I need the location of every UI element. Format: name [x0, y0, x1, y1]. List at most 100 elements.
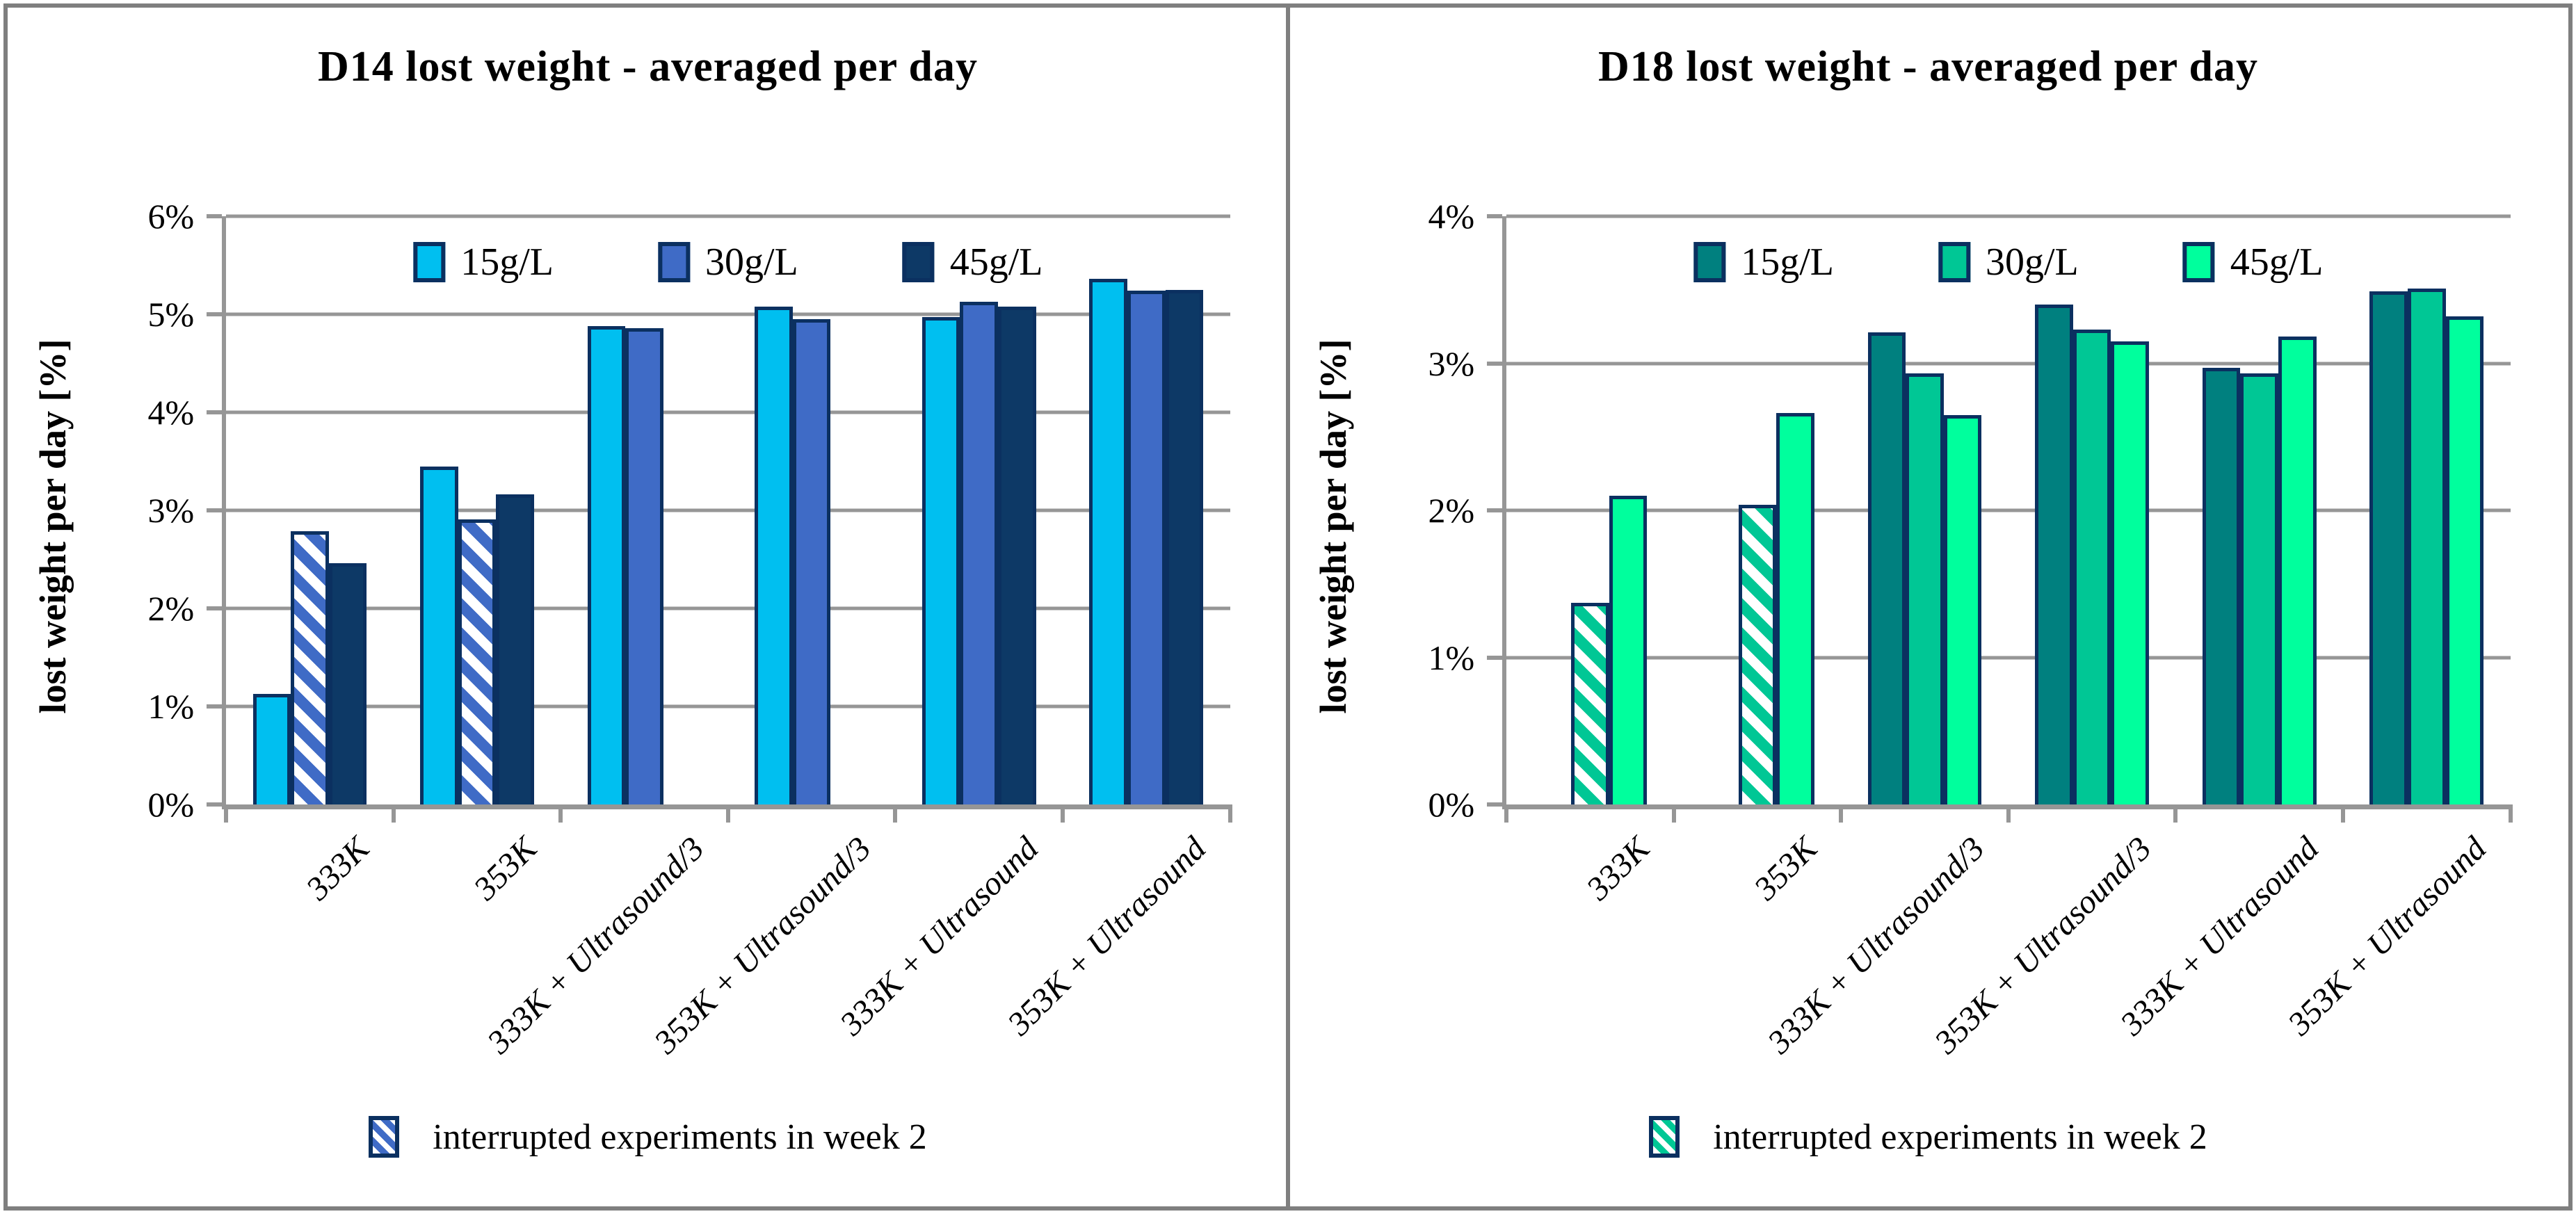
category-label: 333K — [299, 829, 377, 907]
category-label: 353K — [1746, 829, 1824, 907]
bar-slot — [252, 216, 291, 804]
gridline — [226, 606, 1230, 610]
bar-slot — [496, 216, 534, 804]
y-tick-label: 2% — [1428, 491, 1475, 530]
figure-frame: D14 lost weight - averaged per day lost … — [3, 3, 2573, 1211]
bar — [587, 325, 626, 804]
hatch-note-text: interrupted experiments in week 2 — [433, 1117, 927, 1157]
bar — [2111, 341, 2150, 804]
bar — [960, 301, 998, 804]
legend-swatch-icon — [1938, 242, 1970, 282]
bar — [1943, 414, 1982, 804]
bar — [420, 466, 458, 804]
y-tick-label: 3% — [1428, 343, 1475, 383]
category-group: 353K + Ultrasound/3 — [1928, 216, 2176, 1061]
bar — [998, 306, 1036, 804]
legend-item: 45g/L — [2182, 240, 2323, 284]
gridline — [226, 704, 1230, 709]
hatch-note: interrupted experiments in week 2 — [8, 1116, 1288, 1158]
y-tick-mark — [1487, 655, 1503, 660]
x-tick-mark — [893, 804, 898, 823]
x-tick-mark — [1227, 804, 1232, 823]
bar-groups: 333K 353K 333K + Ultrasound/3 353K + Ultras… — [1506, 216, 2510, 1061]
category-group: 333K + Ultrasound/3 — [1761, 216, 2009, 1061]
bar-slot — [587, 216, 626, 804]
x-tick-mark — [1504, 804, 1509, 823]
bar-slot — [1571, 216, 1609, 804]
y-tick-mark — [207, 802, 223, 807]
legend-label: 30g/L — [705, 241, 798, 284]
x-tick-mark — [558, 804, 563, 823]
y-tick-mark — [1487, 214, 1503, 218]
bar-slot — [2407, 216, 2446, 804]
y-axis-title: lost weight per day [%] — [1312, 339, 1354, 714]
gridline — [1506, 362, 2511, 365]
bar-slot — [960, 216, 998, 804]
bar-slot — [2111, 216, 2150, 804]
bar — [2202, 367, 2241, 804]
category-group: 353K — [1674, 216, 1842, 907]
category-group: 333K — [1506, 216, 1674, 907]
bar-slot — [1127, 216, 1166, 804]
bar-slot — [2369, 216, 2408, 804]
plot-area: 15g/L 30g/L 45g/L 0% 1% 2% 3% 4% 5% 6% 333K 353K 33… — [148, 199, 1232, 1061]
bar — [792, 319, 831, 804]
bar-slot — [2072, 216, 2111, 804]
hatch-note-text: interrupted experiments in week 2 — [1713, 1117, 2207, 1157]
y-tick-mark — [207, 606, 223, 611]
bar — [1571, 603, 1609, 804]
bar-slot — [830, 216, 869, 804]
x-tick-mark — [1060, 804, 1065, 823]
chart-title: D18 lost weight - averaged per day — [1598, 43, 2258, 90]
category-group: 333K + Ultrasound/3 — [481, 216, 728, 1061]
gridline — [226, 508, 1230, 512]
bar — [625, 327, 663, 804]
bar — [1776, 413, 1814, 804]
gridline — [1506, 508, 2511, 512]
bar — [2407, 288, 2446, 804]
x-tick-mark — [2340, 804, 2345, 823]
y-tick-label: 3% — [147, 491, 195, 530]
bar — [1089, 279, 1127, 804]
bar-slot — [625, 216, 663, 804]
bar-slot — [2445, 216, 2484, 804]
y-tick-mark — [1487, 361, 1503, 366]
bar — [328, 563, 367, 804]
legend-item: 15g/L — [1693, 240, 1834, 284]
bar-slot — [1533, 216, 1572, 804]
panel-divider — [1286, 8, 1290, 1206]
bar — [2445, 316, 2484, 804]
category-group: 353K — [394, 216, 561, 907]
y-tick-label: 2% — [147, 589, 195, 629]
legend-swatch-icon — [902, 242, 935, 282]
gridline — [226, 312, 1230, 316]
legend: 15g/L 30g/L 45g/L — [413, 240, 1043, 284]
bar — [496, 494, 534, 804]
bar — [252, 693, 291, 804]
plot-area: 15g/L 30g/L 45g/L 0% 1% 2% 3% 4% 333K 353K 333K +… — [1428, 199, 2513, 1061]
y-tick-label: 4% — [1428, 197, 1475, 236]
bar — [1165, 289, 1204, 804]
y-tick-label: 1% — [147, 687, 195, 727]
y-tick-label: 0% — [147, 785, 195, 824]
y-tick-mark — [207, 214, 223, 218]
bar-slot — [2278, 216, 2317, 804]
bar — [2035, 304, 2073, 804]
category-group: 333K + Ultrasound — [2114, 216, 2343, 1042]
bar — [1867, 332, 1906, 804]
bar-slot — [328, 216, 367, 804]
bar — [2369, 291, 2408, 804]
legend-swatch-icon — [413, 242, 446, 282]
category-group: 353K + Ultrasound/3 — [647, 216, 896, 1061]
y-tick-label: 0% — [1428, 785, 1475, 824]
gridline — [226, 410, 1230, 414]
bar-slot — [1165, 216, 1204, 804]
chart-panel-d14: D14 lost weight - averaged per day lost … — [8, 8, 1288, 1206]
bar — [1738, 504, 1777, 804]
category-group: 333K — [226, 216, 394, 907]
bar-slot — [921, 216, 960, 804]
category-label: 333K — [1579, 829, 1657, 907]
x-tick-mark — [725, 804, 730, 823]
x-tick-mark — [2508, 804, 2513, 823]
x-tick-mark — [224, 804, 229, 823]
